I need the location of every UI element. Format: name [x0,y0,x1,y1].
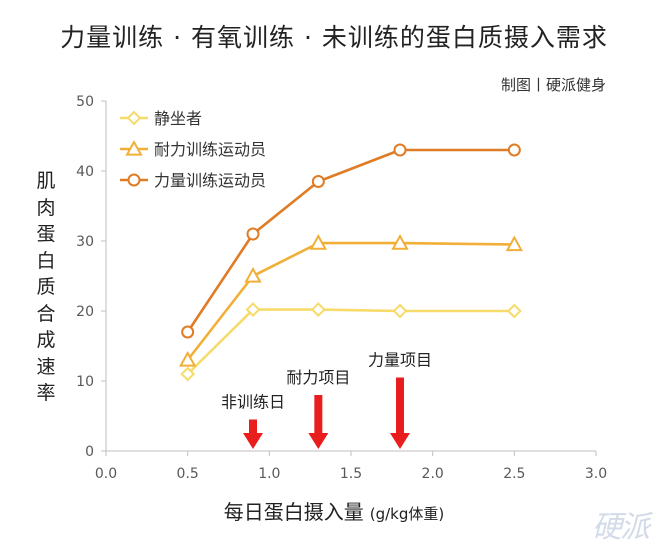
y-tick-label: 40 [76,164,94,180]
y-axis-label: 肌肉蛋白质合成速率 [36,170,56,404]
data-point-s1-4 [392,303,408,319]
x-axis-unit: (g/kg体重) [369,505,445,523]
legend-label-1: 静坐者 [154,109,202,128]
x-tick-label: 2.0 [422,466,444,482]
annotation-arrow-head-3 [390,433,410,449]
credit-label: 制图丨硬派健身 [500,76,606,94]
data-point-s3-1 [181,325,195,339]
data-point-s2-2 [244,266,262,283]
data-point-s2-3 [309,234,328,250]
x-tick-label: 0.5 [177,466,199,482]
annotation-arrow-shaft-2 [314,395,323,433]
annotation-arrow-shaft-3 [396,377,404,433]
legend-marker-1 [126,110,142,126]
y-tick-label: 30 [76,234,94,250]
x-axis-label-group: 每日蛋白摄入量 (g/kg体重) [0,496,668,525]
data-point-s2-5 [505,235,524,252]
data-point-s3-3 [311,175,325,188]
annotation-label-1: 非训练日 [221,393,285,412]
y-tick-label: 10 [76,374,94,390]
legend-marker-3 [127,173,141,187]
data-point-s1-2 [245,302,261,318]
x-tick-label: 1.5 [340,466,362,482]
x-tick-label: 0.0 [95,466,117,482]
legend-label-3: 力量训练运动员 [154,171,266,190]
data-point-s2-1 [178,350,197,367]
series-line-1 [186,308,515,375]
annotation-label-3: 力量项目 [368,351,432,370]
annotation-arrow-head-1 [243,433,263,449]
data-point-s3-5 [507,143,521,157]
data-point-s1-5 [506,303,522,319]
annotation-label-2: 耐力项目 [286,368,350,387]
x-tick-label: 2.5 [503,466,525,482]
legend-marker-2 [125,139,143,156]
x-tick-label: 1.0 [258,466,280,482]
y-tick-label: 0 [85,444,94,460]
annotation-arrow-head-2 [308,433,329,449]
x-tick-label: 3.0 [585,466,607,482]
data-point-s2-4 [391,234,409,250]
legend-label-2: 耐力训练运动员 [154,140,266,159]
annotation-arrow-shaft-1 [249,419,257,433]
data-point-s3-4 [393,143,407,157]
chart-title: 力量训练 · 有氧训练 · 未训练的蛋白质摄入需求 [60,23,608,52]
data-point-s1-1 [180,366,196,382]
data-point-s3-2 [246,227,260,241]
watermark-logo: 硬派 [592,510,650,545]
y-tick-label: 50 [76,94,94,110]
data-point-s1-3 [310,302,326,318]
y-tick-label: 20 [76,304,94,320]
x-axis-label: 每日蛋白摄入量 [223,500,364,524]
